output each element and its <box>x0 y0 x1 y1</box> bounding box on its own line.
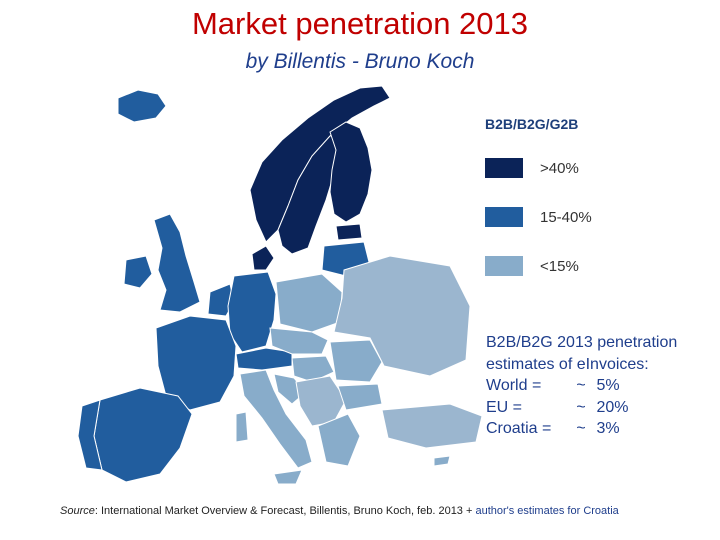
region-great-britain <box>153 213 201 313</box>
estimate-name: EU = <box>486 398 523 416</box>
estimate-name: World = <box>486 377 542 394</box>
estimate-name: Croatia = <box>486 420 552 437</box>
estimates-heading-line2: estimates of eInvoices: <box>486 355 649 373</box>
region-alps <box>235 347 293 371</box>
page-subtitle: by Billentis - Bruno Koch <box>245 50 475 73</box>
region-france <box>155 315 237 411</box>
estimate-value: 20% <box>596 398 629 416</box>
region-estonia <box>335 223 363 241</box>
region-romania <box>329 339 383 383</box>
region-eastern-europe <box>333 255 471 377</box>
legend-swatch-low <box>485 256 523 276</box>
estimate-tilde: ~ <box>576 377 586 394</box>
region-czech-slovakia <box>269 327 329 355</box>
region-denmark <box>251 245 275 271</box>
region-poland <box>275 273 343 333</box>
estimate-value: 5% <box>596 377 620 394</box>
estimate-row-world: World = ~ 5% <box>486 375 677 397</box>
estimates-heading-line1: B2B/B2G 2013 penetration <box>486 334 678 351</box>
source-note: Source: International Market Overview & … <box>60 505 619 517</box>
region-italy <box>239 369 313 469</box>
region-turkey <box>381 403 483 449</box>
region-bulgaria <box>337 383 383 411</box>
estimates-block: B2B/B2G 2013 penetration estimates of eI… <box>486 332 677 440</box>
legend-label-mid: 15-40% <box>540 209 592 226</box>
source-text: : International Market Overview & Foreca… <box>94 505 473 517</box>
europe-map <box>77 85 483 485</box>
estimate-row-eu: EU = ~ 20% <box>486 397 677 419</box>
legend-label-low: <15% <box>540 258 579 275</box>
page-title: Market penetration 2013 <box>191 6 529 41</box>
estimate-tilde: ~ <box>576 420 586 437</box>
region-iceland <box>117 89 167 123</box>
legend-swatch-high <box>485 158 523 178</box>
region-ireland <box>123 255 153 289</box>
estimate-tilde: ~ <box>576 398 586 416</box>
legend-title: B2B/B2G/G2B <box>485 116 579 132</box>
region-sicily <box>273 469 303 485</box>
source-label: Source <box>60 505 95 517</box>
region-finland <box>329 121 373 223</box>
region-germany <box>227 271 277 353</box>
estimate-value: 3% <box>596 420 620 437</box>
legend-label-high: >40% <box>540 160 579 177</box>
region-greece <box>317 413 361 467</box>
legend-swatch-mid <box>485 207 523 227</box>
estimate-row-croatia: Croatia = ~ 3% <box>486 418 677 440</box>
region-cyprus <box>433 455 451 467</box>
region-portugal <box>77 399 103 471</box>
source-extra: author's estimates for Croatia <box>472 505 619 517</box>
region-spain <box>93 387 193 483</box>
region-islands <box>235 411 249 443</box>
